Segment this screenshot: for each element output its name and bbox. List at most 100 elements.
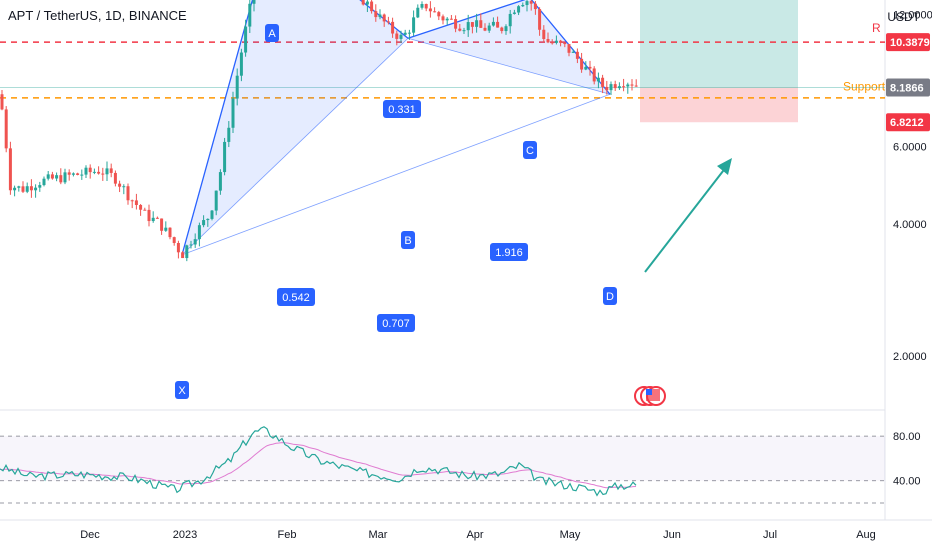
- candle-body: [601, 77, 605, 87]
- candle-body: [130, 200, 134, 202]
- y-tick-label: 12.0000: [893, 10, 932, 22]
- candle-body: [407, 32, 411, 34]
- candle-body: [13, 187, 17, 191]
- candle-body: [466, 22, 470, 31]
- candle-body: [42, 178, 46, 186]
- candle-body: [500, 27, 504, 32]
- pattern-ratio-label: 0.542: [282, 292, 310, 304]
- candle-body: [487, 25, 491, 31]
- pattern-point-label: A: [268, 28, 276, 40]
- candle-body: [168, 227, 172, 238]
- candle-body: [416, 7, 420, 18]
- candle-body: [634, 85, 638, 87]
- candle-body: [59, 175, 63, 183]
- candle-body: [193, 239, 197, 245]
- y-tick-label: 6.0000: [893, 142, 927, 154]
- candle-body: [596, 77, 600, 82]
- candle-body: [609, 84, 613, 91]
- candle-body: [46, 174, 50, 179]
- pattern-leg: [181, 0, 254, 256]
- candle-body: [29, 186, 33, 191]
- candle-body: [80, 174, 84, 176]
- candle-body: [231, 98, 235, 128]
- candle-body: [176, 242, 180, 253]
- candle-body: [134, 200, 138, 205]
- candle-body: [567, 44, 571, 53]
- candle-body: [630, 84, 634, 86]
- pattern-xab-fill: [182, 0, 408, 255]
- pattern-leg: [407, 0, 526, 39]
- candle-body: [433, 11, 437, 13]
- price-axis-value: 6.8212: [890, 117, 924, 129]
- pattern-point-label: X: [178, 385, 186, 397]
- candle-body: [428, 8, 432, 12]
- candle-body: [529, 1, 533, 4]
- candle-body: [592, 68, 596, 82]
- candle-body: [445, 18, 449, 21]
- candle-body: [483, 27, 487, 31]
- candle-body: [525, 1, 529, 6]
- x-tick-label: Apr: [466, 529, 483, 541]
- flag-canton: [646, 389, 652, 395]
- candle-body: [374, 11, 378, 18]
- candle-body: [504, 26, 508, 32]
- candle-body: [164, 227, 168, 231]
- x-tick-label: Jun: [663, 529, 681, 541]
- candle-body: [399, 34, 403, 39]
- us-flag-icon: [634, 386, 666, 406]
- candle-body: [361, 0, 365, 5]
- candle-body: [508, 13, 512, 27]
- x-tick-label: Aug: [856, 529, 876, 541]
- candle-body: [21, 186, 25, 192]
- price-axis-badge: [886, 113, 930, 132]
- candle-body: [626, 84, 630, 87]
- candle-body: [584, 66, 588, 70]
- candle-body: [538, 9, 542, 30]
- candle-body: [239, 52, 243, 76]
- candle-body: [571, 51, 575, 53]
- candle-body: [559, 40, 563, 43]
- candle-body: [617, 86, 621, 89]
- candle-body: [462, 30, 466, 32]
- candle-body: [403, 32, 407, 35]
- candle-body: [370, 1, 374, 12]
- y-tick-label: 4.0000: [893, 219, 927, 231]
- support-label: Support: [843, 79, 886, 93]
- candle-body: [588, 66, 592, 69]
- pattern-ratio-badge: [377, 314, 415, 332]
- candle-body: [613, 84, 617, 89]
- price-axis-value: 10.3879: [890, 37, 930, 49]
- rsi-tick-label: 40.00: [893, 476, 921, 488]
- price-axis-badge: [886, 33, 930, 52]
- candle-body: [143, 209, 147, 211]
- candle-body: [147, 209, 151, 222]
- candle-body: [101, 173, 105, 175]
- candle-body: [185, 245, 189, 259]
- pattern-point-label: D: [606, 291, 614, 303]
- candle-body: [218, 172, 222, 191]
- target-arrowhead: [717, 158, 732, 175]
- candle-body: [521, 5, 525, 7]
- price-axis-value: 8.1866: [890, 82, 924, 94]
- candle-body: [139, 204, 143, 210]
- x-tick-label: Jul: [763, 529, 777, 541]
- candle-body: [533, 3, 537, 10]
- pattern-point-badge: [523, 141, 537, 159]
- candle-body: [197, 225, 201, 240]
- x-tick-label: May: [560, 529, 581, 541]
- candle-body: [605, 86, 609, 91]
- candle-body: [122, 186, 126, 188]
- rsi-line: [0, 426, 637, 497]
- candle-body: [517, 6, 521, 13]
- pattern-ratio-badge: [383, 100, 421, 118]
- currency-label: USDT: [887, 10, 920, 24]
- symbol-title: APT / TetherUS, 1D, BINANCE: [8, 8, 187, 23]
- pattern-ratio-label: 0.331: [388, 104, 416, 116]
- pattern-point-label: C: [526, 145, 534, 157]
- candle-body: [546, 39, 550, 43]
- pattern-point-badge: [401, 231, 415, 249]
- candle-body: [210, 210, 214, 219]
- pattern-ratio-badge: [277, 288, 315, 306]
- candle-body: [206, 218, 210, 221]
